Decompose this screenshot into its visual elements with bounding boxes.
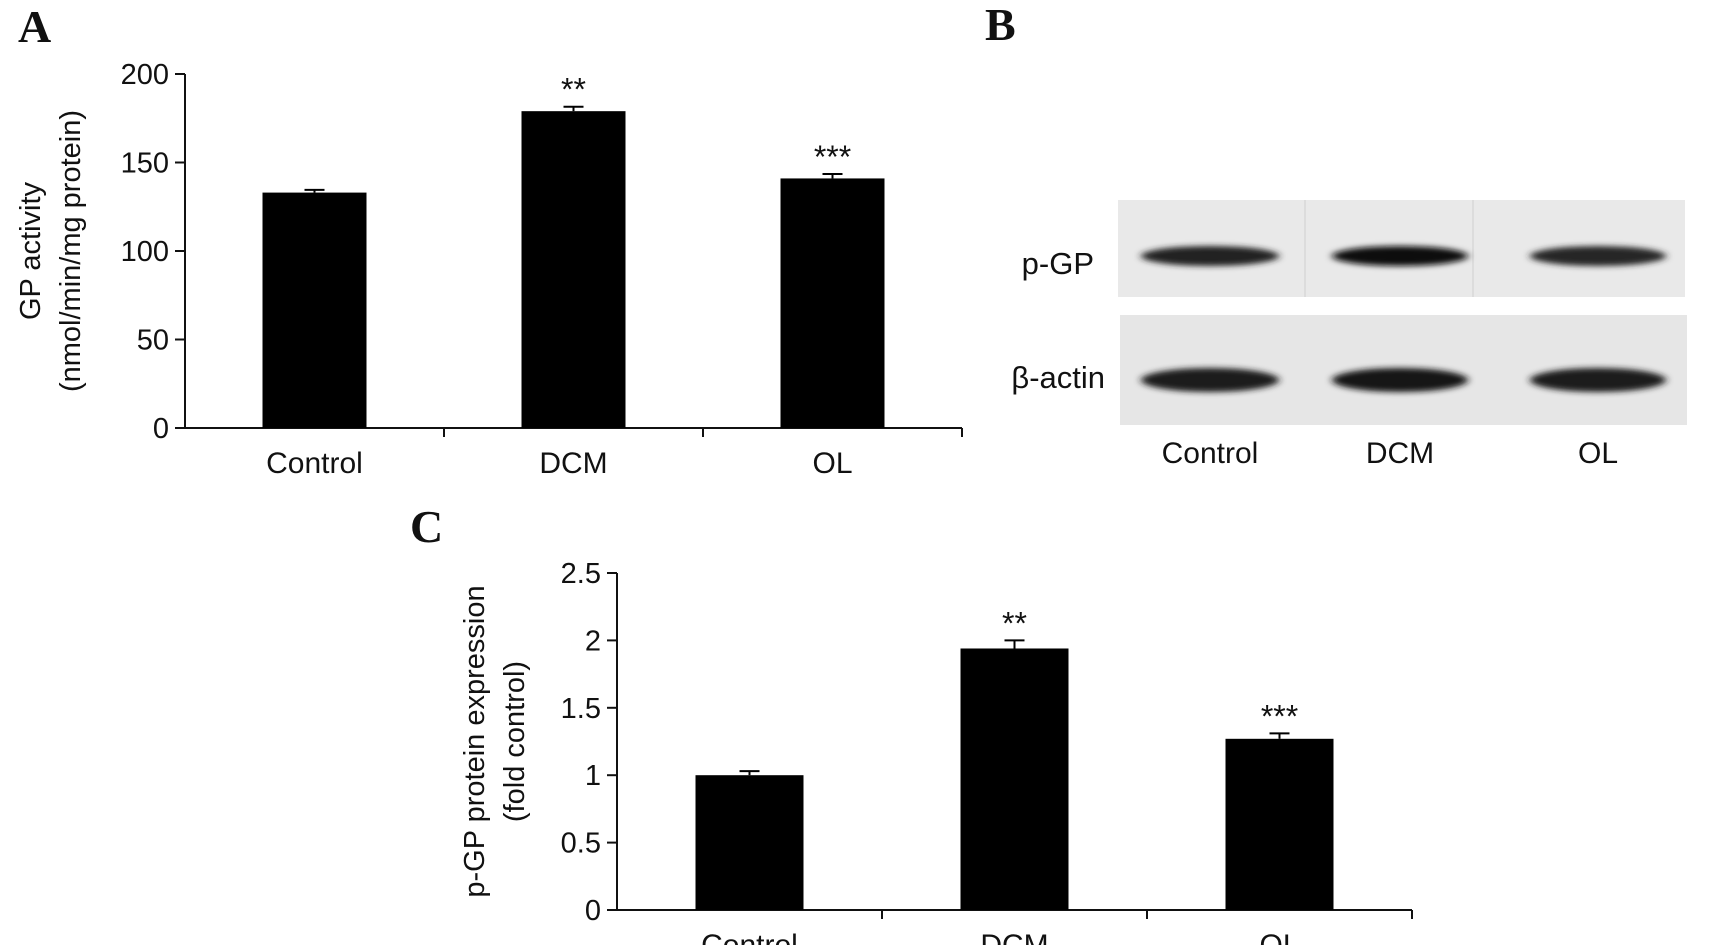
significance-marker: *** bbox=[1261, 698, 1298, 734]
y-tick-label: 200 bbox=[121, 59, 169, 91]
x-tick-label: Control bbox=[266, 447, 363, 480]
bar-control bbox=[262, 192, 367, 428]
x-tick-label: DCM bbox=[980, 929, 1048, 945]
blot-lane-label-ol: OL bbox=[1578, 437, 1618, 470]
panel-letter-c: C bbox=[410, 501, 443, 552]
blot-row-label-pgp: p-GP bbox=[1022, 246, 1094, 281]
western-blot: p-GP β-actin Control DCM OL bbox=[1011, 200, 1687, 470]
x-tick-label: DCM bbox=[539, 447, 607, 480]
y-axis-label: p-GP protein expression bbox=[459, 585, 491, 897]
y-tick-label: 1 bbox=[585, 760, 601, 792]
y-tick-label: 0 bbox=[153, 413, 169, 445]
bar-dcm bbox=[521, 111, 626, 429]
blot-band bbox=[1332, 368, 1468, 392]
bar-ol bbox=[780, 178, 885, 428]
blot-band bbox=[1530, 246, 1666, 266]
blot-band bbox=[1141, 246, 1279, 266]
blot-band bbox=[1530, 368, 1666, 392]
y-tick-label: 2 bbox=[585, 625, 601, 657]
blot-lane-label-dcm: DCM bbox=[1366, 437, 1434, 470]
y-tick-label: 0.5 bbox=[561, 828, 601, 860]
panel-letter-b: B bbox=[985, 0, 1016, 50]
significance-marker: ** bbox=[561, 72, 586, 108]
bar-dcm bbox=[960, 648, 1069, 910]
bar-control bbox=[695, 775, 804, 910]
y-axis-label: (nmol/min/mg protein) bbox=[55, 110, 87, 392]
panel-letter-a: A bbox=[18, 1, 51, 52]
y-axis-label: (fold control) bbox=[499, 661, 531, 822]
chart-a: 0 50 100 150 200 Control ** DCM *** OL GP activity… bbox=[15, 59, 963, 480]
y-tick-label: 1.5 bbox=[561, 693, 601, 725]
y-tick-label: 150 bbox=[121, 148, 169, 180]
blot-band bbox=[1141, 368, 1279, 392]
y-tick-label: 50 bbox=[137, 325, 169, 357]
y-axis-label: GP activity bbox=[15, 181, 47, 320]
blot-row-label-actin: β-actin bbox=[1011, 360, 1105, 395]
x-tick-label: OL bbox=[812, 447, 852, 480]
y-tick-label: 100 bbox=[121, 236, 169, 268]
y-tick-label: 0 bbox=[585, 895, 601, 927]
chart-c: 0 0.5 1 1.5 2 2.5 Control ** DCM *** OL p-GP protei… bbox=[459, 558, 1413, 945]
significance-marker: *** bbox=[814, 139, 851, 175]
bar-ol bbox=[1225, 738, 1334, 910]
y-tick-label: 2.5 bbox=[561, 558, 601, 590]
blot-band bbox=[1332, 246, 1468, 266]
significance-marker: ** bbox=[1002, 605, 1027, 641]
blot-lane-label-control: Control bbox=[1162, 437, 1259, 470]
x-tick-label: OL bbox=[1259, 929, 1299, 945]
x-tick-label: Control bbox=[701, 929, 798, 945]
